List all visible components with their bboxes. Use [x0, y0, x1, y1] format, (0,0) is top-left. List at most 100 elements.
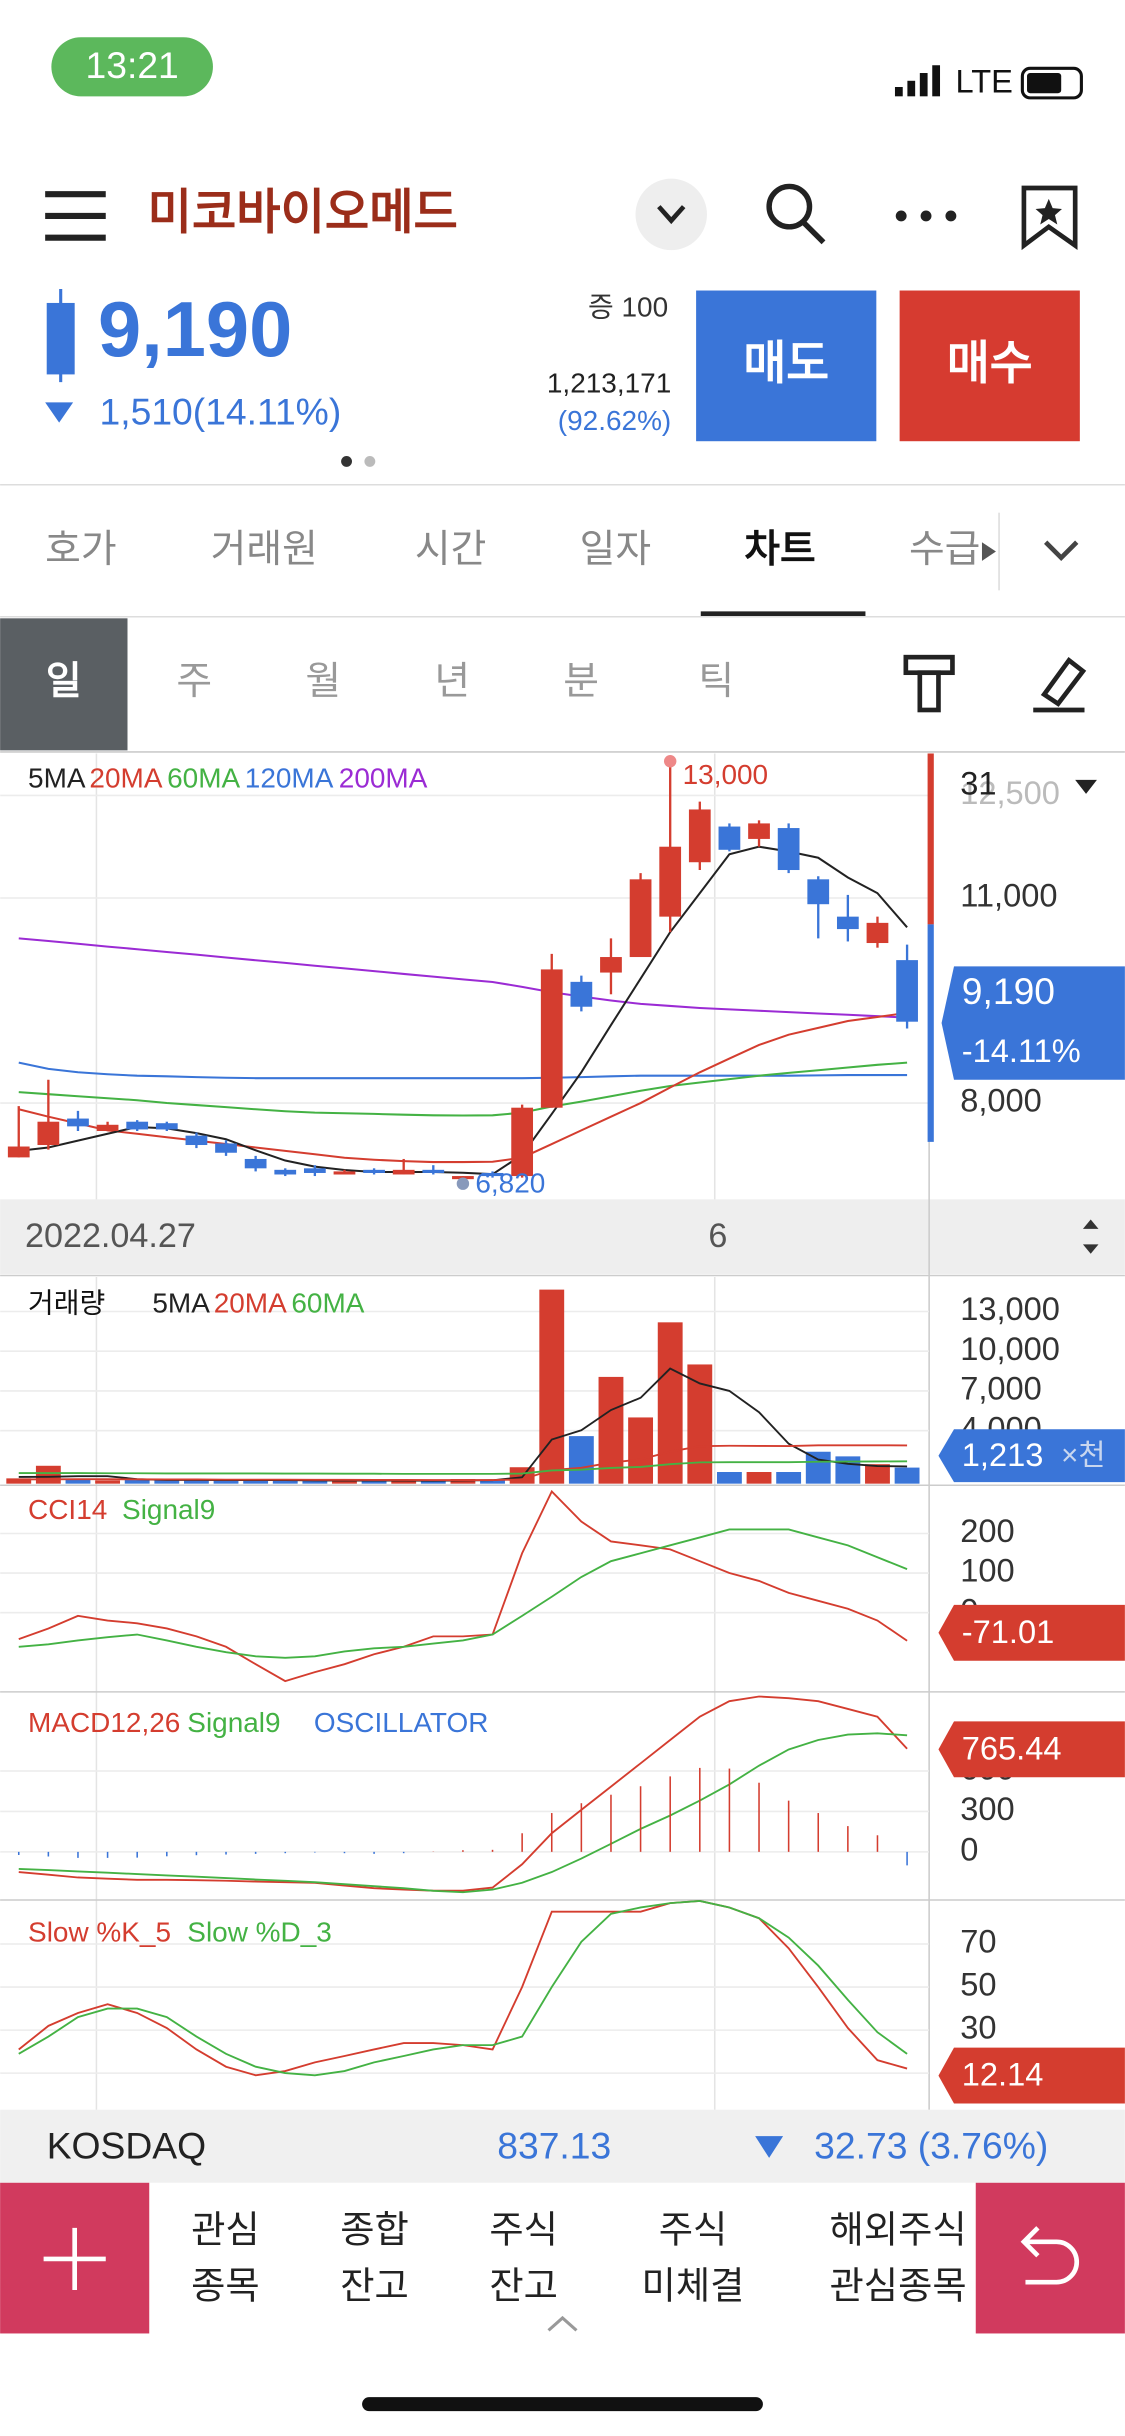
candle-body — [570, 981, 593, 1007]
nav-item[interactable]: 미체결 — [642, 2264, 745, 2306]
period-tab[interactable]: 틱 — [698, 660, 734, 703]
stock-title[interactable]: 미코바이오메드 — [148, 186, 458, 240]
y-tick-label: 12,500 — [960, 774, 1060, 811]
y-tick-label: 8,000 — [960, 1082, 1042, 1119]
back-button[interactable] — [975, 2182, 1125, 2334]
y-tick-label: 300 — [960, 1790, 1014, 1827]
nav-item[interactable]: 관심 — [191, 2208, 260, 2250]
tab[interactable]: 일자 — [580, 528, 651, 571]
volume-bar — [391, 1479, 417, 1484]
candle-body — [215, 1143, 237, 1153]
candle-body — [185, 1135, 208, 1146]
tab[interactable]: 차트 — [744, 528, 815, 571]
scroll-up[interactable] — [1082, 1219, 1099, 1229]
star — [1035, 198, 1062, 225]
down-arrow — [45, 402, 74, 423]
range-bar-up — [927, 753, 934, 925]
legend-entry: 60MA — [291, 1287, 364, 1318]
nav-item[interactable]: 주식 — [659, 2208, 728, 2250]
count-dropdown[interactable] — [1075, 779, 1097, 794]
volume-bar — [598, 1376, 624, 1484]
tab-expand[interactable] — [1044, 540, 1079, 562]
y-tick-label: 50 — [960, 1966, 996, 2003]
volume-bar — [361, 1481, 387, 1484]
volume-bar — [835, 1456, 861, 1484]
candle-body — [126, 1121, 149, 1130]
volume-bar — [302, 1481, 328, 1484]
volume-bar — [746, 1472, 772, 1484]
period-tab[interactable]: 분 — [563, 660, 599, 703]
price-tag-change: -14.11% — [962, 1032, 1081, 1069]
candle-body — [777, 828, 800, 871]
date-mid: 6 — [708, 1217, 727, 1255]
candle-body — [7, 1146, 30, 1158]
tab[interactable]: 수급 — [909, 528, 980, 571]
nav-item[interactable]: 종목 — [191, 2264, 260, 2306]
legend-entry: 200MA — [339, 762, 428, 793]
scroll-down[interactable] — [1082, 1244, 1099, 1254]
volume-bar — [272, 1480, 298, 1484]
volume-bar — [243, 1479, 269, 1484]
legend-entry: Slow %K_5 — [28, 1917, 171, 1948]
high-marker — [663, 755, 677, 768]
nav-item[interactable]: 종합 — [340, 2208, 409, 2250]
nav-item[interactable]: 잔고 — [489, 2264, 558, 2306]
candle-body — [629, 879, 652, 958]
tab[interactable]: 시간 — [415, 528, 486, 571]
period-tab[interactable]: 년 — [434, 660, 470, 703]
tab[interactable]: 거래원 — [211, 528, 318, 571]
indicator-line — [18, 1732, 908, 1894]
volume-bar — [628, 1417, 654, 1484]
legend-entry: 20MA — [89, 762, 162, 793]
candle-body — [718, 826, 741, 850]
chevron — [657, 205, 686, 225]
sell-button[interactable] — [696, 290, 877, 442]
period-tab[interactable]: 일 — [46, 660, 82, 703]
page-dot — [341, 455, 352, 467]
sell-label: 매도 — [743, 337, 829, 389]
y-tick-label: 30 — [960, 2009, 996, 2046]
candle-icon — [46, 302, 75, 375]
more-button[interactable] — [895, 210, 957, 222]
range-bar-down — [927, 924, 934, 1142]
legend-entry: 60MA — [167, 762, 240, 793]
indicator-line — [18, 1695, 908, 1892]
buy-label: 매수 — [947, 337, 1033, 389]
tab-scroll-arrow[interactable] — [981, 542, 996, 561]
candle-body — [244, 1158, 267, 1169]
indicator-line — [18, 1528, 908, 1659]
nav-item[interactable]: 관심종목 — [830, 2264, 967, 2306]
volume-bar — [776, 1472, 802, 1484]
value-tag — [938, 1429, 1125, 1483]
dropdown-button[interactable] — [635, 178, 707, 251]
market-index: 837.13 — [497, 2124, 611, 2166]
tab[interactable]: 호가 — [45, 528, 116, 571]
value-tag — [938, 1721, 1125, 1778]
search-button[interactable] — [766, 183, 826, 245]
battery-level — [1027, 73, 1062, 94]
signal-icon — [894, 65, 941, 97]
volume-bar — [124, 1479, 150, 1484]
home-indicator — [362, 2397, 763, 2412]
legend-entry: 5MA — [152, 1287, 210, 1318]
buy-button[interactable] — [899, 290, 1080, 442]
value-tag — [938, 1604, 1125, 1661]
nav-item[interactable]: 해외주식 — [830, 2208, 967, 2250]
candle-body — [481, 1172, 504, 1177]
down-arrow — [755, 2136, 784, 2158]
indicator-line — [18, 937, 908, 1019]
volume-bar — [154, 1479, 180, 1484]
volume-bar — [657, 1322, 683, 1484]
volume-ratio: (92.62%) — [558, 405, 671, 436]
nav-item[interactable]: 주식 — [489, 2208, 558, 2250]
nav-item[interactable]: 잔고 — [340, 2264, 409, 2306]
volume-bar — [687, 1364, 713, 1484]
menu-button[interactable] — [45, 191, 106, 241]
indicator-button[interactable] — [903, 654, 955, 713]
period-tab[interactable]: 월 — [305, 660, 341, 703]
period-tab[interactable]: 주 — [176, 660, 212, 703]
bookmark-button[interactable] — [1021, 185, 1078, 251]
draw-button[interactable] — [1033, 656, 1087, 713]
